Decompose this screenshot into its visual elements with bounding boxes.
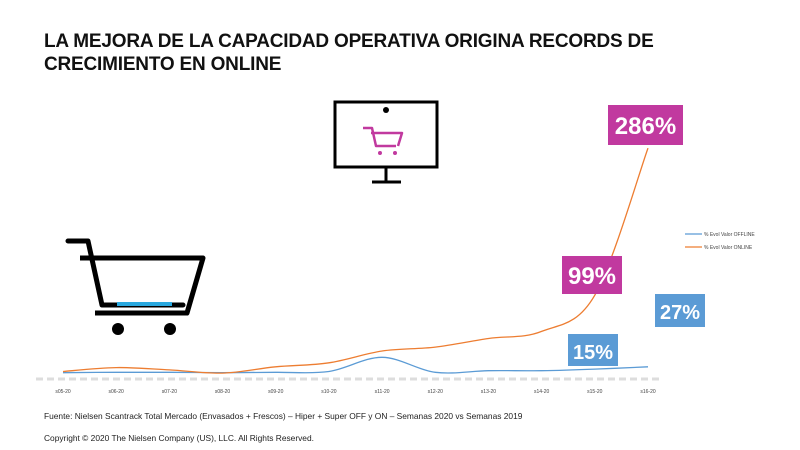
x-axis-ticks: s05-20 s06-20 s07-20 s08-20 s09-20 s10-20 s11-… — [55, 389, 656, 395]
copyright-note: Copyright © 2020 The Nielsen Company (US… — [44, 433, 314, 443]
callout-box-27 — [655, 294, 705, 327]
series-line-offline — [62, 356, 649, 374]
x-tick-label: s05-20 — [55, 389, 71, 395]
legend-label-online: % Evol Valor ONLINE — [704, 245, 753, 251]
series-line-online — [62, 147, 649, 374]
x-tick-label: s06-20 — [109, 389, 125, 395]
x-tick-label: s16-20 — [640, 389, 656, 395]
callout-15: 15% — [568, 334, 618, 366]
x-tick-label: s07-20 — [162, 389, 178, 395]
x-tick-label: s08-20 — [215, 389, 231, 395]
callout-label-99: 99% — [568, 263, 616, 290]
x-tick-label: s11-20 — [375, 389, 390, 395]
callout-99: 99% — [562, 256, 622, 294]
source-note: Fuente: Nielsen Scantrack Total Mercado … — [44, 411, 523, 421]
computer-monitor-cart-icon — [333, 100, 439, 184]
chart-title-line-2: CRECIMIENTO EN ONLINE — [44, 54, 282, 75]
x-tick-label: s14-20 — [534, 389, 550, 395]
legend: % Evol Valor OFFLINE % Evol Valor ONLINE — [685, 232, 755, 251]
callout-286: 286% — [608, 105, 683, 145]
callout-label-27: 27% — [660, 302, 700, 324]
callout-box-15 — [568, 334, 618, 366]
x-tick-label: s10-20 — [321, 389, 337, 395]
shopping-cart-icon — [65, 238, 206, 335]
callout-27: 27% — [655, 294, 705, 327]
chart-title-line-1: LA MEJORA DE LA CAPACIDAD OPERATIVA ORIG… — [44, 31, 654, 52]
x-tick-label: s09-20 — [268, 389, 284, 395]
chart-title: LA MEJORA DE LA CAPACIDAD OPERATIVA ORIG… — [44, 30, 744, 76]
callout-label-15: 15% — [573, 342, 613, 364]
callout-box-286 — [608, 105, 683, 145]
callout-box-99 — [562, 256, 622, 294]
x-tick-label: s15-20 — [587, 389, 603, 395]
x-tick-label: s12-20 — [428, 389, 444, 395]
x-tick-label: s13-20 — [481, 389, 497, 395]
callout-label-286: 286% — [615, 113, 676, 140]
legend-label-offline: % Evol Valor OFFLINE — [704, 232, 755, 238]
